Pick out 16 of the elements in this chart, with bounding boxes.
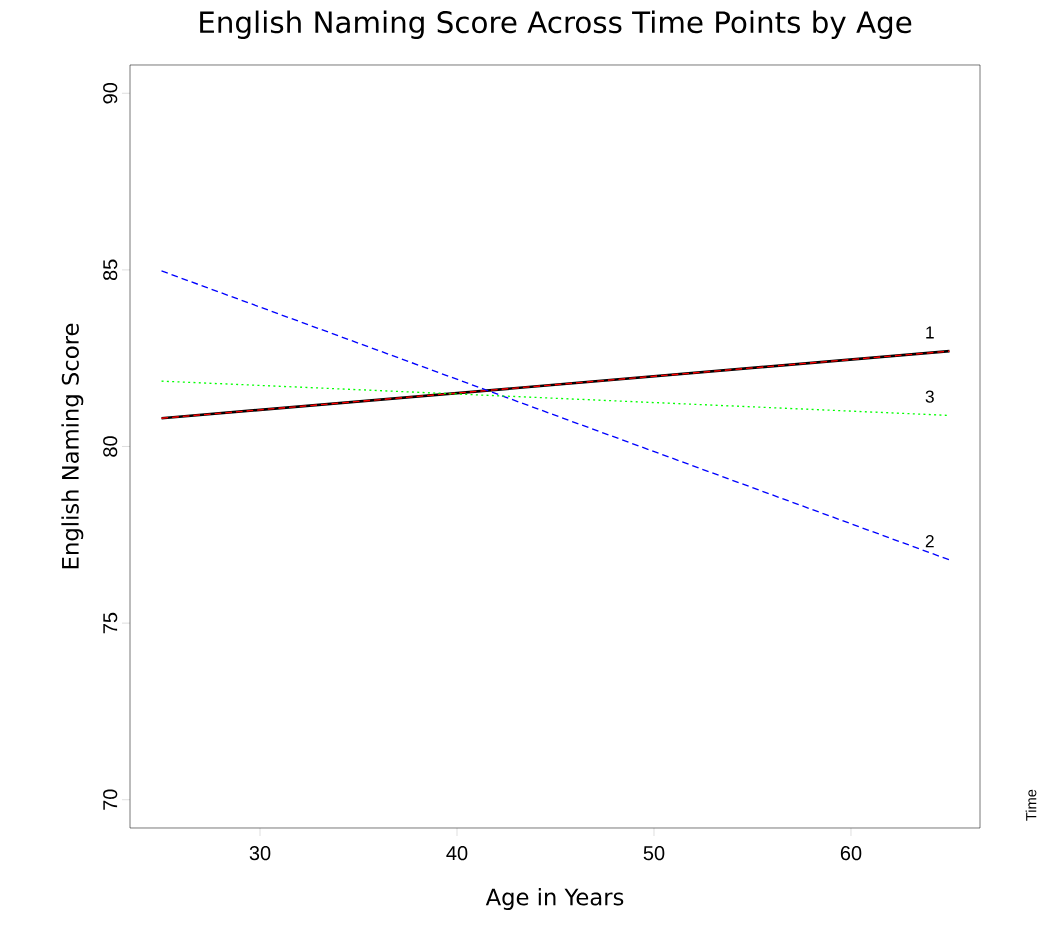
x-axis-title: Age in Years [485, 888, 624, 910]
x-tick-label: 40 [446, 846, 468, 861]
y-axis-title: English Naming Score [61, 323, 84, 569]
series-label: 1 [926, 326, 934, 339]
y-tick-label: 80 [103, 436, 118, 457]
legend-title: Time [1025, 789, 1037, 821]
series-label: 3 [925, 390, 934, 403]
y-tick-label: 70 [103, 789, 118, 810]
y-tick-label: 85 [103, 259, 118, 281]
x-tick-label: 50 [643, 846, 665, 861]
series-label: 2 [925, 535, 934, 548]
y-tick-label: 90 [103, 82, 118, 104]
y-tick-label: 75 [103, 612, 118, 634]
x-tick-label: 60 [840, 846, 862, 861]
chart-title: English Naming Score Across Time Points by Age [200, 10, 912, 39]
x-tick-label: 30 [249, 846, 271, 861]
